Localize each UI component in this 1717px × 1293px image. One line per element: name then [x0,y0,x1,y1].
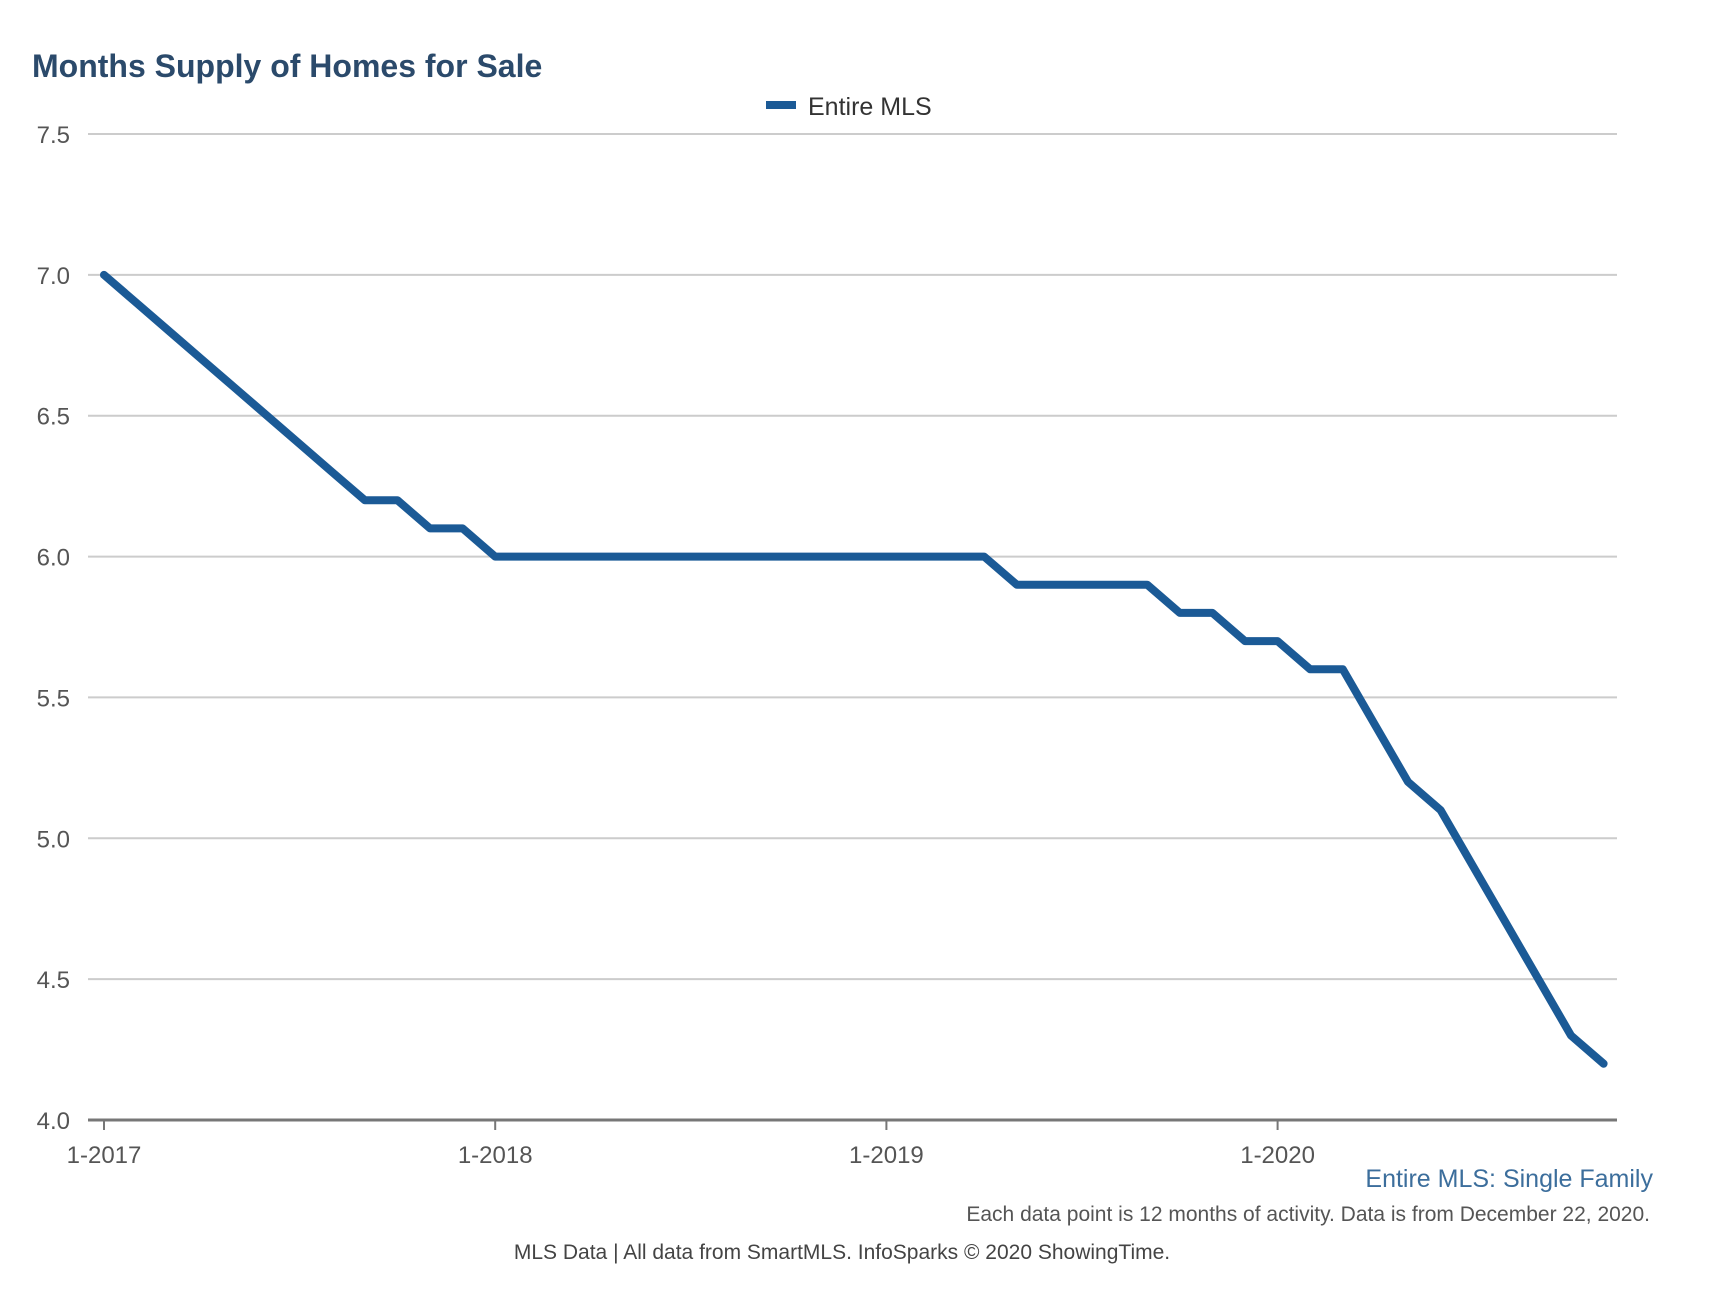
x-tick-label: 1-2018 [458,1142,533,1169]
x-tick-label: 1-2019 [849,1142,924,1169]
y-tick-label: 5.5 [37,685,70,712]
legend-label-entire-mls: Entire MLS [808,93,932,121]
series-layer [100,270,1608,1068]
y-tick-label: 7.0 [37,263,70,290]
y-tick-label: 4.5 [37,967,70,994]
series-line-entire-mls [100,270,1608,1068]
grid-lines [88,133,1617,981]
chart-subtitle: Entire MLS: Single Family [1365,1165,1653,1193]
legend: Entire MLS [766,93,932,121]
x-tick-label: 1-2020 [1240,1142,1315,1169]
y-tick-label: 5.0 [37,826,70,853]
x-tick-label: 1-2017 [67,1142,142,1169]
legend-swatch [766,101,796,109]
data-note: Each data point is 12 months of activity… [966,1203,1650,1226]
y-tick-label: 6.5 [37,404,70,431]
x-axis: 1-2017 1-2018 1-2019 1-2020 [67,1118,1617,1169]
chart-title: Months Supply of Homes for Sale [32,48,542,84]
source-credit: MLS Data | All data from SmartMLS. InfoS… [514,1241,1170,1264]
y-tick-label: 6.0 [37,545,70,572]
y-tick-label: 4.0 [37,1108,70,1135]
y-axis: 4.0 4.5 5.0 5.5 6.0 6.5 7.0 7.5 [37,122,70,1135]
y-tick-label: 7.5 [37,122,70,149]
